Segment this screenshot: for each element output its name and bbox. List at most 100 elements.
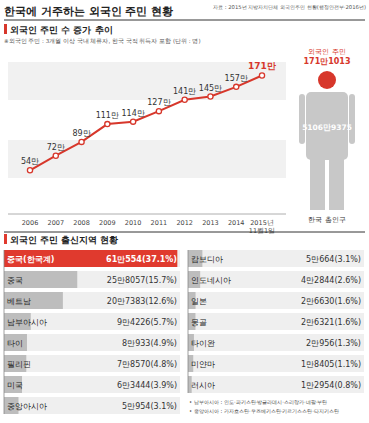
category-label: 베트남	[7, 297, 31, 306]
data-label: 89만	[72, 129, 90, 138]
chart-title: 외국인 주민 수 증가 추이	[10, 25, 113, 35]
point	[79, 139, 84, 144]
data-label: 171만	[248, 61, 276, 71]
category-label: 타이완	[191, 339, 215, 348]
data-label: 9만4226(5.7%)	[117, 318, 177, 327]
tick-label-line: 2009	[99, 219, 116, 227]
x-tick-label: 2012	[176, 219, 193, 227]
bar	[4, 292, 63, 309]
data-label: 2만956(1.3%)	[306, 339, 361, 348]
tick-label-line: 2006	[22, 219, 39, 227]
row-backgrounds	[4, 250, 364, 414]
point	[208, 94, 213, 99]
x-tick-label: 2013	[202, 219, 219, 227]
point	[27, 168, 32, 173]
section-marker	[4, 234, 7, 244]
infobox-total-label: 한국 총인구	[308, 216, 345, 224]
data-label: 1만2954(0.8%)	[301, 381, 361, 390]
point	[259, 73, 264, 78]
row-bg	[188, 376, 364, 393]
category-label: 필리핀	[7, 360, 31, 369]
tick-label-line: 2011	[151, 219, 168, 227]
row-bg	[4, 250, 180, 267]
infobox-total: 5106만9375	[302, 123, 352, 132]
data-label: 2만6321(1.6%)	[301, 318, 361, 327]
title: 한국에 거주하는 외국인 주민 현황	[4, 5, 173, 18]
x-tick-label: 2007	[48, 219, 65, 227]
data-label: 25만8057(15.7%)	[107, 276, 177, 285]
data-label: 54만	[21, 157, 39, 166]
person-arm	[349, 94, 355, 144]
category-label: 미국	[7, 381, 23, 390]
line	[30, 75, 262, 170]
category-label: 중국	[7, 276, 23, 285]
person-head	[318, 71, 336, 89]
row-bg	[4, 313, 180, 330]
point	[234, 84, 239, 89]
row-bg	[188, 292, 364, 309]
data-label: 61만554(37.1%)	[106, 255, 177, 264]
data-label: 4만2844(2.6%)	[301, 276, 361, 285]
row-bg	[188, 250, 364, 267]
data-label: 141만	[173, 87, 196, 96]
category-label: 인도네시아	[191, 276, 231, 285]
header-rule	[4, 20, 365, 21]
row-bg	[188, 313, 364, 330]
background	[0, 0, 369, 423]
x-tick-label: 2014	[228, 219, 245, 227]
category-label: 중앙아시아	[7, 402, 47, 411]
category-label: 몽골	[191, 318, 207, 327]
row-bg	[4, 292, 180, 309]
x-tick-label: 2006	[22, 219, 39, 227]
chart-svg: 한국에 거주하는 외국인 주민 현황자료 : 2015년 지방자치단체 외국인주…	[0, 0, 369, 423]
bar-labels: 중국(한국계)61만554(37.1%)중국25만8057(15.7%)베트남2…	[7, 255, 361, 411]
page: chart html,body{margin:0;padding:0;backg…	[0, 0, 369, 423]
data-label: 145만	[199, 84, 222, 93]
data-label: 111만	[96, 111, 119, 120]
tick-label-line: 2014	[228, 219, 245, 227]
row-bg	[4, 397, 180, 414]
person-leg	[310, 158, 325, 210]
person-arm	[299, 94, 305, 144]
category-label: 남부아시아	[7, 318, 47, 327]
data-label: 5만954(3.1%)	[122, 402, 177, 411]
data-label: 72만	[47, 143, 65, 152]
section-marker	[4, 24, 7, 34]
x-tick-label: 2008	[73, 219, 90, 227]
tick-label-line: 11월1일	[249, 227, 275, 235]
category-label: 미얀마	[191, 360, 215, 369]
row-bg	[4, 334, 180, 351]
infobox-label: 외국인 주민	[308, 48, 345, 56]
tick-label-line: 2007	[48, 219, 65, 227]
chart-title: 외국인 주민 출신지역 현황	[10, 235, 118, 245]
data-label: 5만664(3.1%)	[306, 255, 361, 264]
row-bg	[188, 355, 364, 372]
row-bg	[188, 271, 364, 288]
row-bg	[4, 376, 180, 393]
tick-label-line: 2012	[176, 219, 193, 227]
data-label: 1만8405(1.1%)	[301, 360, 361, 369]
x-axis-line	[8, 214, 286, 215]
bar	[4, 376, 22, 393]
data-label: 127만	[147, 98, 170, 107]
tick-label-line: 2008	[73, 219, 90, 227]
band	[8, 62, 286, 100]
body: {"header": {"title": "한국에 거주하는 외국인 주민 현황…	[0, 0, 369, 423]
bar	[4, 271, 77, 288]
x-tick-label: 2011	[151, 219, 168, 227]
subtitle: ※외국인 주민 : 3개월 이상 국내 체류자, 한국 국적 취득자 포함 (단…	[4, 38, 201, 44]
tick-label-line: 2010	[125, 219, 142, 227]
data-label: 8만933(4.9%)	[122, 339, 177, 348]
point	[156, 109, 161, 114]
data-label: 20만7383(12.6%)	[107, 297, 177, 306]
note: • 중앙아시아 : 카자흐스탄·우즈베키스탄·키르기스스탄·타지키스탄	[189, 408, 339, 414]
y-axis-line	[4, 250, 5, 414]
point	[53, 153, 58, 158]
bar	[4, 334, 27, 351]
tick-label-line: 2013	[202, 219, 219, 227]
category-label: 러시아	[191, 381, 215, 390]
data-label: 2만6630(1.6%)	[301, 297, 361, 306]
bar	[4, 250, 177, 267]
y-axis-line	[188, 250, 189, 393]
person-leg	[329, 158, 344, 210]
